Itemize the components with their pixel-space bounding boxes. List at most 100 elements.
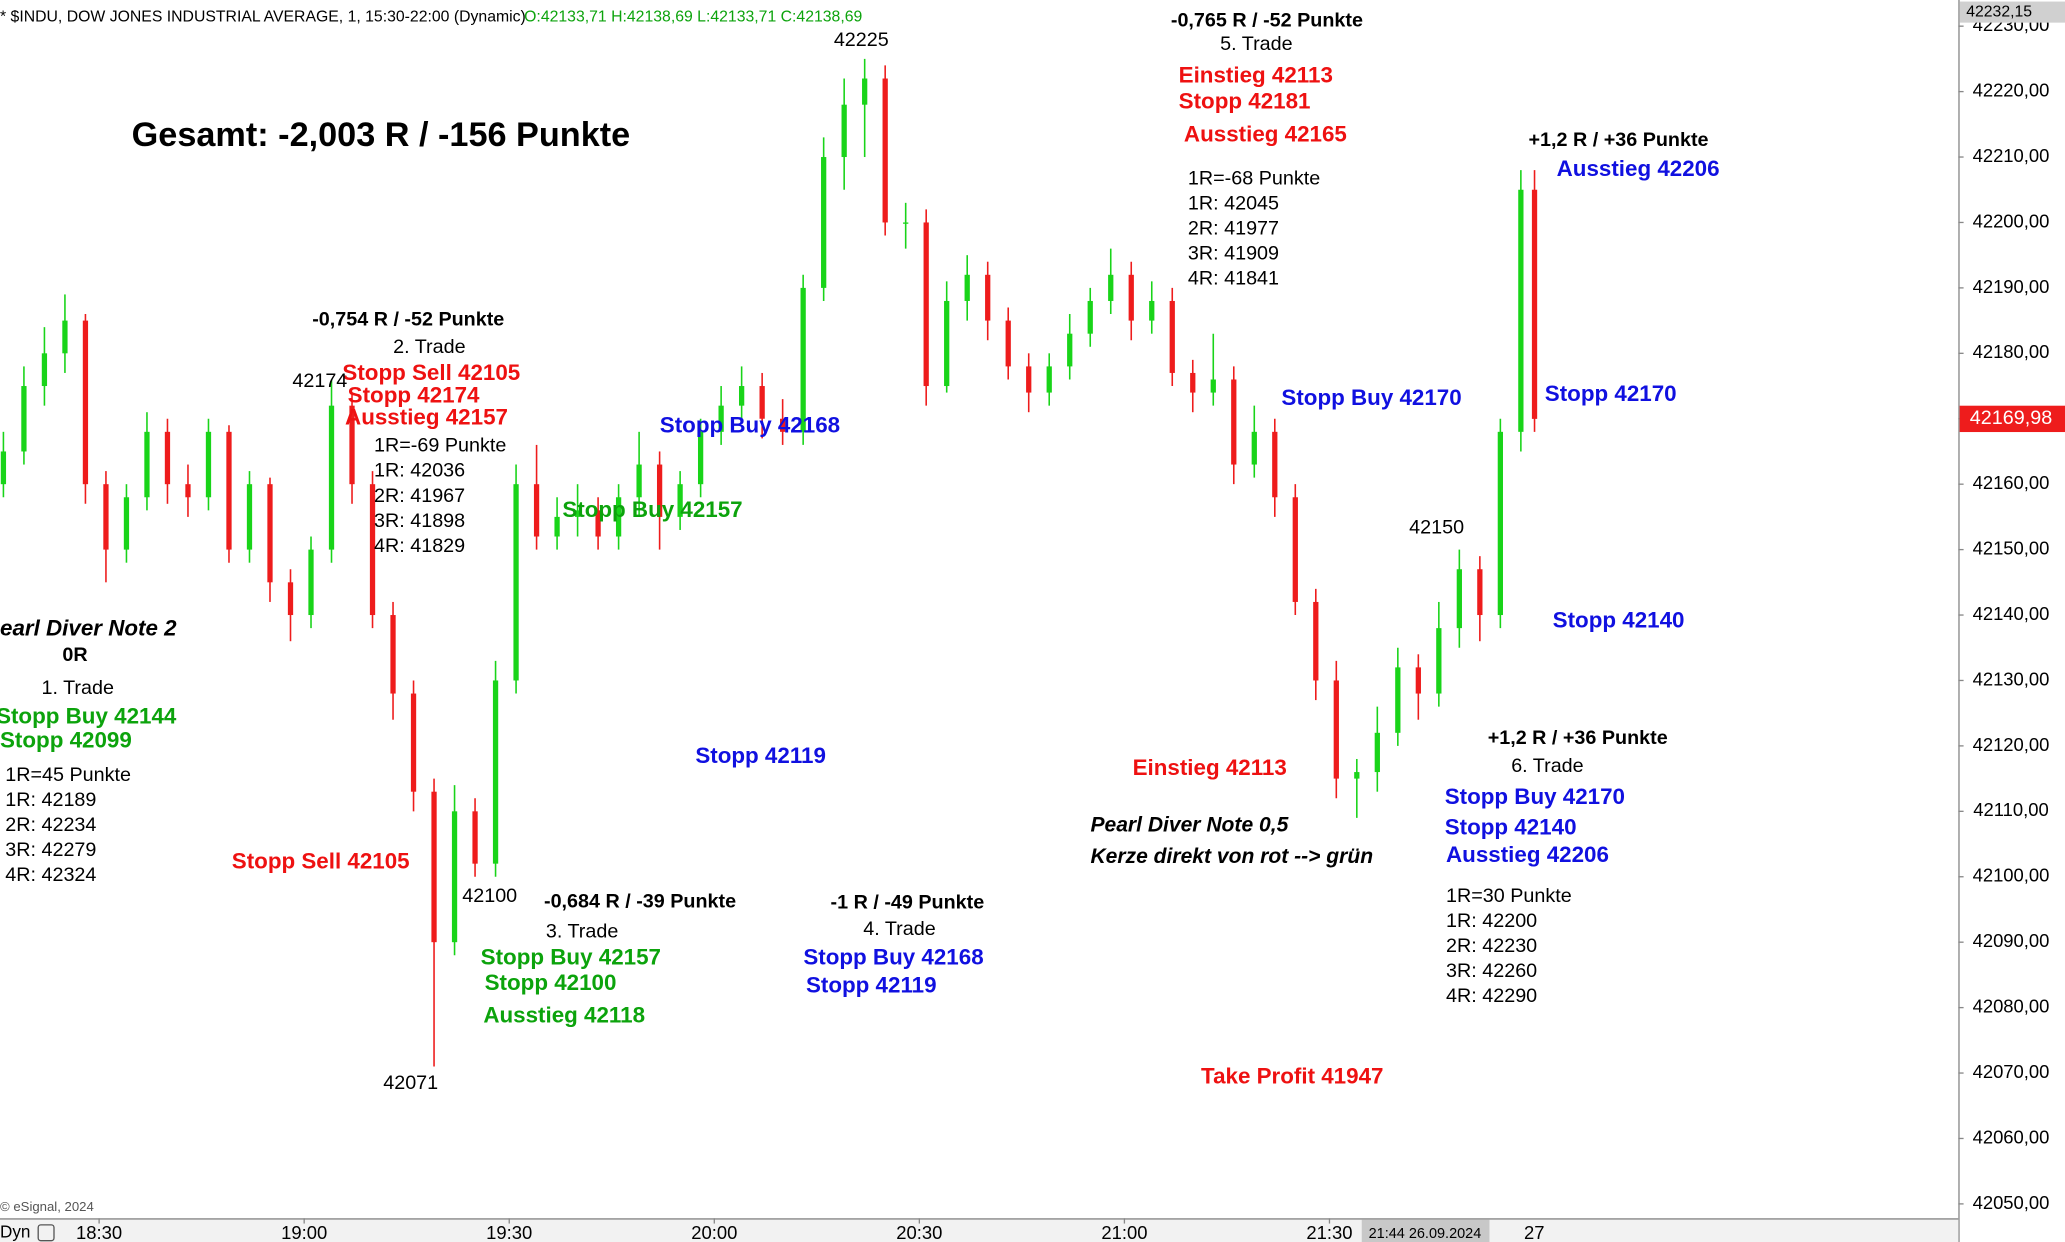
annotation: Stopp 42100	[485, 970, 617, 995]
annotation: Einstieg 42113	[1179, 62, 1333, 87]
annotation: 1R=30 Punkte	[1446, 885, 1572, 907]
top-price-label: 42232,15	[1966, 3, 2032, 20]
annotation: Ausstieg 42206	[1446, 842, 1609, 867]
annotation: Ausstieg 42206	[1557, 156, 1720, 181]
annotation: -0,684 R / -39 Punkte	[544, 890, 736, 912]
annotation: Take Profit 41947	[1201, 1063, 1383, 1088]
annotation: Stopp Buy 42144	[0, 704, 177, 729]
candle-body	[923, 222, 929, 387]
candle-body	[821, 157, 827, 288]
candle-body	[492, 680, 499, 864]
annotation: 3R: 41898	[374, 510, 465, 532]
annotation: 4R: 42290	[1446, 985, 1537, 1007]
annotation: 4. Trade	[863, 918, 935, 940]
annotation: 42225	[834, 29, 889, 51]
annotation: Kerze direkt von rot --> grün	[1090, 845, 1373, 868]
candle-body	[287, 582, 294, 616]
candle-body	[780, 418, 786, 432]
x-tick-label: 19:00	[281, 1222, 327, 1242]
candle-body	[1456, 569, 1462, 629]
annotation: +1,2 R / +36 Punkte	[1529, 129, 1709, 151]
y-tick-label: 42110,00	[1973, 799, 2048, 820]
top-price-box	[1959, 1, 2065, 23]
candle-body	[226, 431, 232, 550]
annotation: Stopp Sell 42105	[232, 849, 410, 874]
annotation: 4R: 41841	[1188, 267, 1279, 289]
y-tick-label: 42050,00	[1973, 1192, 2050, 1213]
candle-body	[615, 497, 622, 537]
candle-body	[82, 320, 89, 485]
candle-body	[1477, 569, 1483, 616]
ohlc-header: O:42133,71 H:42138,69 L:42133,71 C:42138…	[524, 8, 862, 25]
candle-body	[328, 405, 335, 550]
candle-body	[164, 431, 171, 485]
candle-body	[759, 386, 765, 419]
candle-body	[267, 484, 273, 583]
candle-body	[1005, 320, 1011, 367]
y-tick-label: 42180,00	[1973, 341, 2050, 362]
annotation: 4R: 42324	[5, 864, 96, 886]
annotation: Stopp Buy 42170	[1445, 784, 1625, 809]
candle-body	[103, 484, 109, 550]
annotation: 6. Trade	[1511, 755, 1583, 777]
annotation: Stopp Buy 42168	[660, 413, 840, 438]
annotation: Stopp 42170	[1545, 381, 1677, 406]
candle-body	[246, 484, 253, 550]
candle-body	[1374, 732, 1380, 773]
candle-body	[739, 386, 745, 406]
annotation: Stopp Buy 42170	[1281, 385, 1461, 410]
candle-body	[882, 78, 888, 223]
candle-body	[1272, 431, 1278, 498]
annotation: Stopp 42119	[806, 972, 937, 997]
y-tick-label: 42080,00	[1973, 995, 2050, 1016]
y-tick-label: 42220,00	[1973, 79, 2050, 100]
annotation: 1R: 42200	[1446, 910, 1537, 932]
lock-icon[interactable]	[37, 1224, 55, 1242]
candle-body	[1128, 274, 1134, 321]
annotation: Einstieg 42113	[1133, 755, 1287, 780]
annotation: 5. Trade	[1220, 33, 1292, 55]
candle-body	[123, 497, 130, 550]
annotation: Ausstieg 42118	[483, 1003, 645, 1028]
candle-body	[697, 431, 704, 485]
annotation: 3R: 42279	[5, 839, 96, 861]
y-tick-label: 42140,00	[1973, 603, 2050, 624]
annotation: 2. Trade	[393, 336, 465, 358]
x-tick-label: 19:30	[486, 1222, 532, 1242]
annotation: 2R: 42230	[1446, 935, 1537, 957]
candle-body	[21, 386, 27, 452]
candle-body	[1354, 772, 1360, 779]
annotation: 1R=-69 Punkte	[374, 435, 506, 457]
candle-body	[1313, 601, 1319, 681]
candle-body	[62, 320, 68, 354]
candle-body	[1518, 189, 1524, 432]
y-tick-label: 42100,00	[1973, 865, 2050, 886]
y-tick-label: 42150,00	[1973, 537, 2050, 558]
annotation: 1R: 42045	[1188, 192, 1279, 214]
candle-body	[451, 811, 458, 943]
candle-body	[1067, 333, 1073, 367]
annotation: +1,2 R / +36 Punkte	[1488, 727, 1668, 749]
x-tick-label: 21:30	[1306, 1222, 1352, 1242]
candle-body	[390, 615, 396, 694]
annotation: Gesamt: -2,003 R / -156 Punkte	[132, 116, 630, 154]
annotation: Stopp Sell 42105	[342, 360, 520, 385]
y-tick-label: 42160,00	[1973, 472, 2050, 493]
annotation: Stopp Buy 42157	[562, 497, 742, 522]
copyright: © eSignal, 2024	[0, 1199, 94, 1214]
candle-body	[636, 464, 642, 498]
y-tick-label: 42130,00	[1973, 668, 2050, 689]
last-price-label: 42169,98	[1970, 407, 2052, 429]
y-tick-label: 42090,00	[1973, 930, 2050, 951]
candle-body	[1149, 300, 1155, 321]
annotation: Stopp 42174	[348, 382, 480, 407]
annotation: 42071	[383, 1072, 438, 1094]
annotation: 42100	[462, 885, 517, 907]
candle-body	[944, 300, 950, 387]
annotation: 1R: 42189	[5, 789, 96, 811]
candle-body	[513, 484, 519, 681]
candle-body	[862, 78, 868, 105]
annotation: Stopp 42181	[1179, 89, 1311, 114]
